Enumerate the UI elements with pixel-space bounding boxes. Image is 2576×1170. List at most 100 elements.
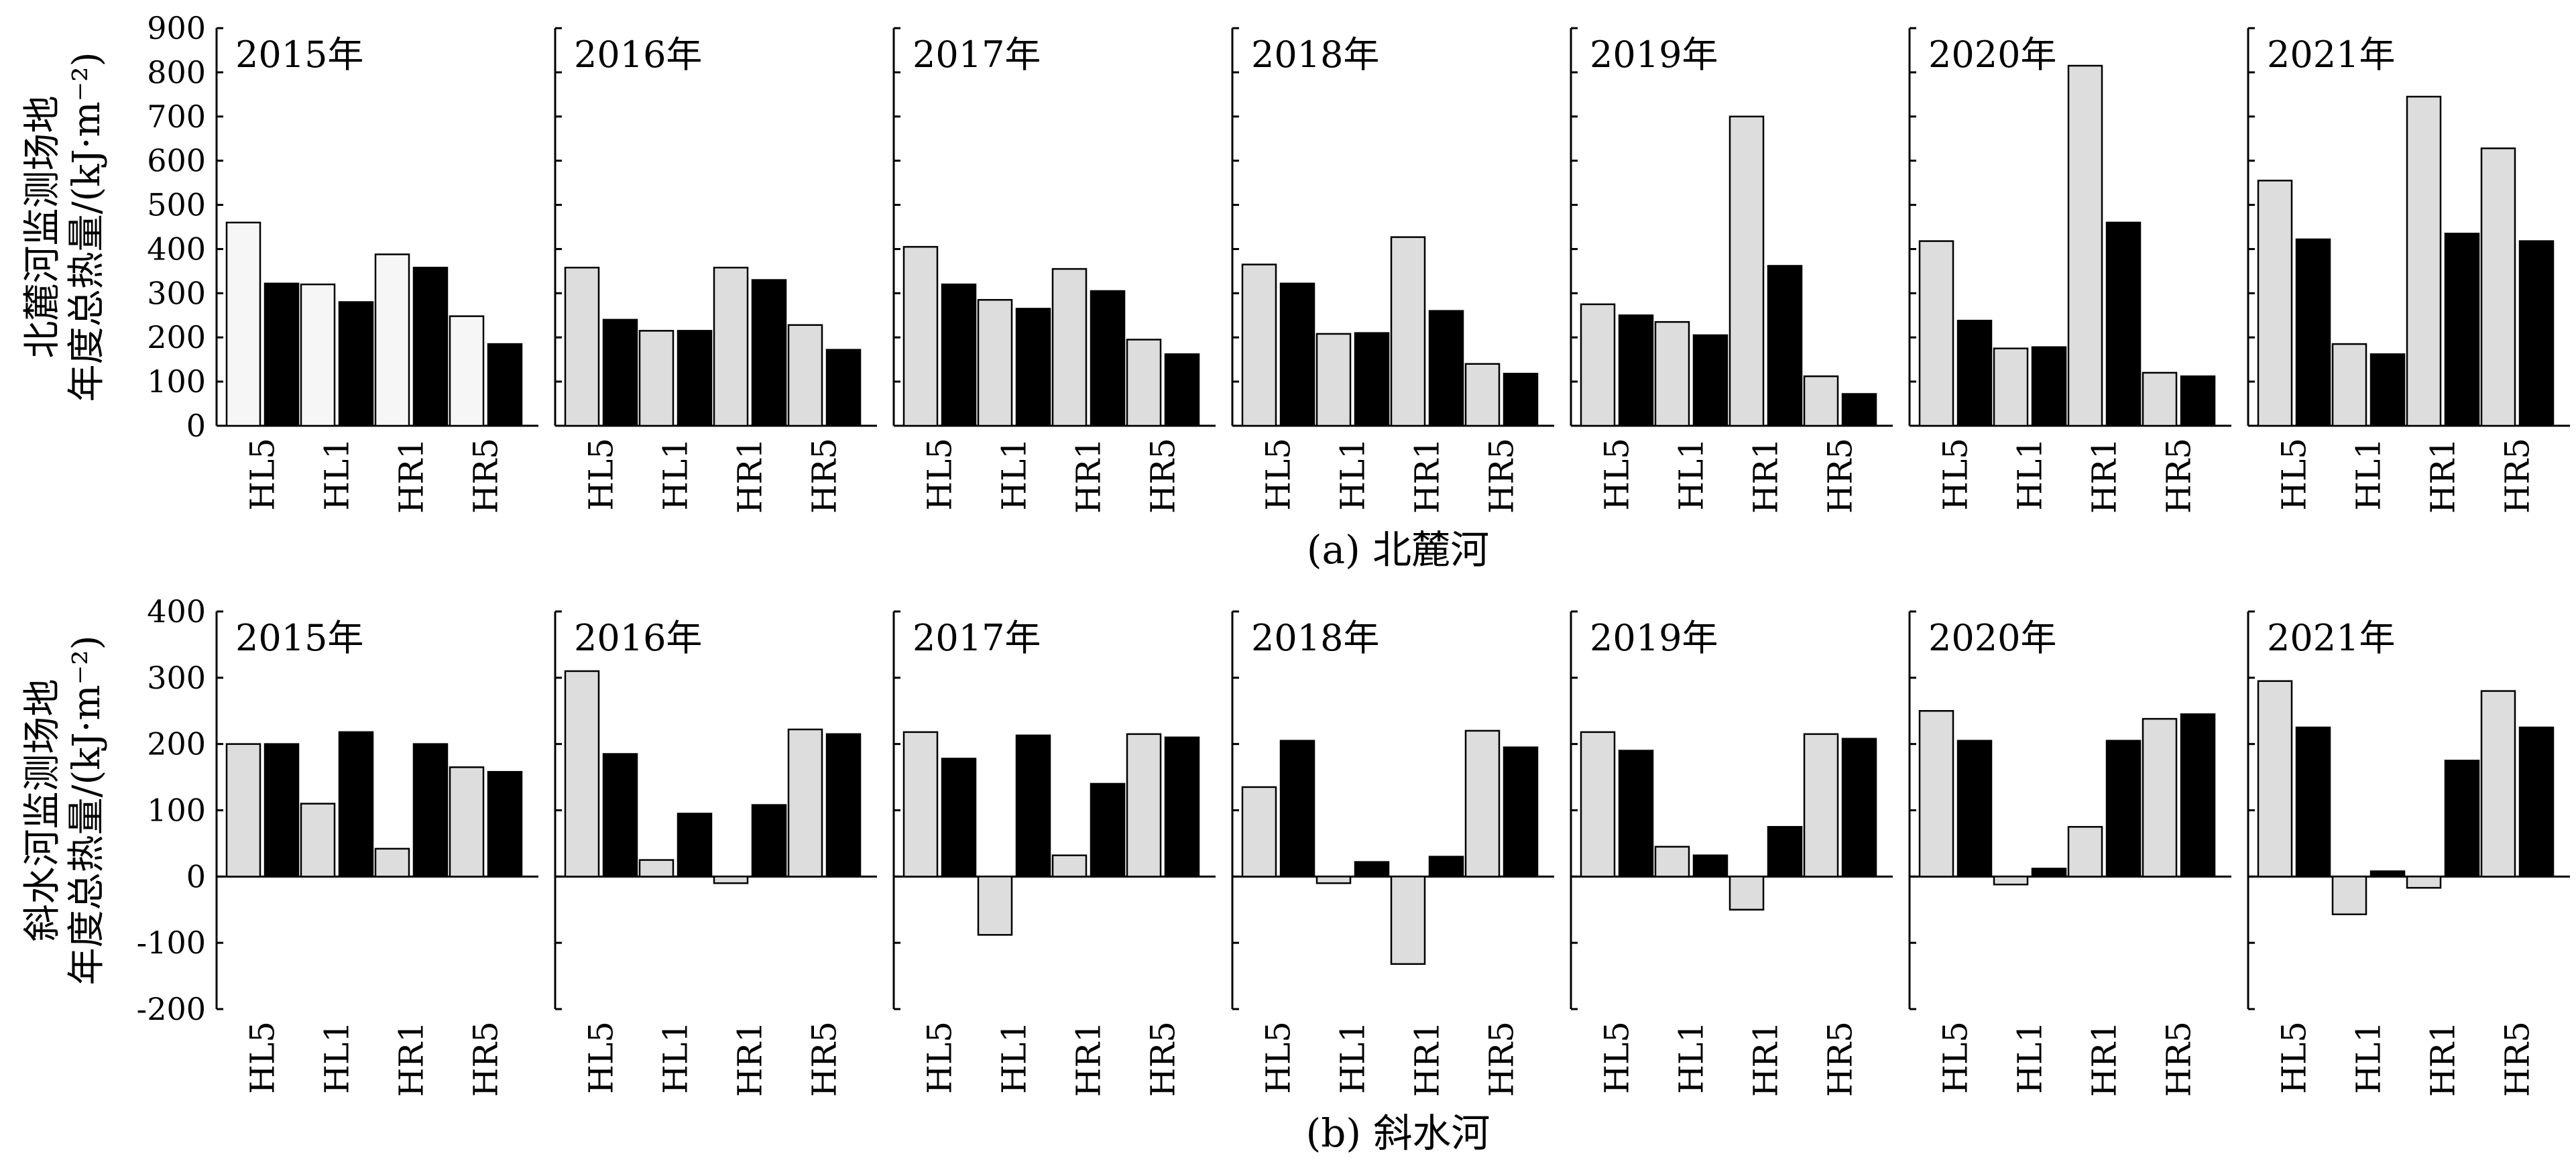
x-category-label: HL1 [2011,438,2050,511]
x-category-label: HL1 [995,1021,1034,1094]
bar-dark [2105,740,2142,878]
y-axis-label-line1: 北麓河监测场地 [21,96,64,359]
x-category-label: HR5 [1144,1021,1183,1097]
bar-dark [487,770,523,878]
bar-light [1729,876,1765,911]
bar-dark [2295,726,2331,878]
x-category-label: HR5 [805,438,844,514]
y-tick-label: 100 [147,793,206,829]
x-category-label: HL1 [2349,1021,2388,1094]
x-category-label: HR1 [2424,1021,2463,1097]
bar-dark [1956,319,1993,427]
bar-light [1315,876,1352,884]
bar-dark [2369,353,2406,427]
bar-dark [2518,240,2555,427]
panel-year-label: 2015年 [235,617,363,659]
panel-year-label: 2017年 [913,34,1041,76]
bar-light [2331,343,2367,427]
bar-light [902,731,939,878]
x-category-label: HR1 [392,1021,431,1097]
bar-light [2480,147,2516,427]
bar-light [1241,264,1277,427]
x-category-label: HR5 [467,438,506,514]
bar-light [638,330,675,427]
bar-light [1993,876,2029,886]
x-category-label: HR1 [1408,438,1447,514]
panel-year-label: 2019年 [1590,617,1718,659]
x-category-label: HL5 [1936,1021,1975,1094]
x-category-label: HL5 [1259,1021,1298,1094]
bar-dark [1503,373,1539,427]
x-category-label: HL1 [1672,438,1711,511]
x-category-label: HL5 [1598,1021,1637,1094]
panel-year-label: 2021年 [2267,617,2395,659]
x-category-label: HR5 [1482,438,1521,514]
x-category-label: HL1 [1672,1021,1711,1094]
y-tick-label: 700 [147,99,206,135]
y-axis-label-line1: 斜水河监测场地 [21,679,64,942]
bar-dark [1956,740,1993,878]
bar-light [300,803,336,878]
bar-dark [2518,726,2555,878]
bar-dark [825,349,862,427]
x-category-label: HR1 [1747,1021,1785,1097]
bar-light [1654,845,1690,878]
bar-dark [2031,868,2067,878]
bar-light [638,859,675,878]
bar-dark [264,743,300,878]
y-tick-label: 0 [186,858,206,894]
y-tick-label: 600 [147,143,206,179]
bar-dark [412,266,449,427]
x-category-label: HR1 [731,1021,770,1097]
x-category-label: HR5 [2498,1021,2537,1097]
x-category-label: HL1 [656,438,695,511]
bar-light [1918,240,1954,427]
bar-dark [1767,265,1803,427]
subfigure-caption: (b) 斜水河 [1306,1110,1490,1156]
bar-light [713,876,749,884]
bar-light [713,266,749,427]
bar-light [449,315,485,427]
y-tick-label: 200 [147,726,206,762]
y-tick-label: -100 [137,925,206,961]
bar-dark [2180,375,2216,427]
bar-light [2257,180,2293,427]
x-category-label: HL1 [995,438,1034,511]
bar-dark [1015,734,1051,878]
bar-dark [1354,332,1390,427]
x-category-label: HL5 [243,438,282,511]
y-tick-label: 900 [147,10,206,46]
x-category-label: HL1 [1334,438,1372,511]
bar-light [374,253,410,427]
panel-year-label: 2019年 [1590,34,1718,76]
bar-dark [2031,346,2067,427]
x-category-label: HR5 [1482,1021,1521,1097]
bar-dark [1841,738,1877,878]
bar-dark [1279,282,1315,427]
bar-dark [487,343,523,427]
x-category-label: HL5 [582,438,621,511]
bar-dark [1090,782,1126,878]
y-tick-label: -200 [137,991,206,1027]
bar-light [300,283,336,427]
x-category-label: HR1 [2085,438,2124,514]
bar-dark [825,733,862,878]
bar-light [1315,333,1352,427]
bar-light [787,324,823,427]
y-axis-label-line2: 年度总热量/(kJ·m⁻²) [65,52,109,402]
bar-light [787,728,823,878]
y-tick-label: 800 [147,54,206,91]
bar-dark [602,753,638,878]
bar-light [564,266,600,427]
panel-year-label: 2017年 [913,617,1041,659]
bar-light [1654,320,1690,427]
y-tick-label: 400 [147,593,206,630]
subfigure-caption: (a) 北麓河 [1307,527,1489,573]
x-category-label: HR5 [2160,1021,2199,1097]
x-category-label: HL1 [2011,1021,2050,1094]
x-category-label: HR1 [1408,1021,1447,1097]
bar-light [1390,876,1426,966]
bar-dark [677,330,713,427]
y-tick-label: 100 [147,363,206,400]
